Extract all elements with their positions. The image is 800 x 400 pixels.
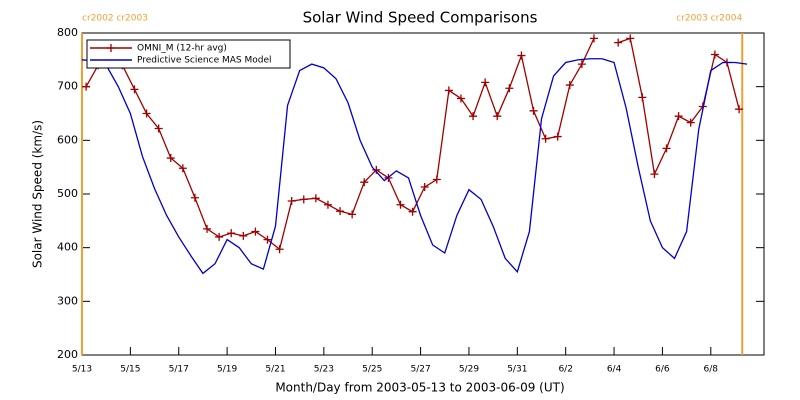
y-tick-label: 800 bbox=[57, 26, 78, 39]
data-marker bbox=[215, 232, 224, 241]
data-marker bbox=[311, 194, 320, 203]
data-marker bbox=[178, 164, 187, 173]
data-marker bbox=[614, 38, 623, 47]
data-marker bbox=[396, 200, 405, 209]
series-line bbox=[617, 37, 740, 177]
data-marker bbox=[323, 200, 332, 209]
y-tick-label: 200 bbox=[57, 348, 78, 361]
data-marker bbox=[239, 231, 248, 240]
y-axis-label: Solar Wind Speed (km/s) bbox=[31, 120, 45, 268]
x-tick-label: 5/31 bbox=[507, 365, 527, 375]
data-marker bbox=[735, 105, 744, 114]
data-marker bbox=[686, 118, 695, 127]
data-marker bbox=[203, 224, 212, 233]
data-marker bbox=[565, 81, 574, 90]
y-tick-label: 500 bbox=[57, 187, 78, 200]
data-marker bbox=[553, 132, 562, 141]
data-marker bbox=[541, 134, 550, 143]
data-marker bbox=[662, 144, 671, 153]
y-tick-label: 400 bbox=[57, 241, 78, 254]
series-line bbox=[85, 38, 595, 251]
data-marker bbox=[493, 112, 502, 121]
chart-title: Solar Wind Speed Comparisons bbox=[303, 9, 538, 27]
y-tick-label: 700 bbox=[57, 80, 78, 93]
data-marker bbox=[432, 175, 441, 184]
data-marker bbox=[626, 34, 635, 43]
data-marker bbox=[287, 196, 296, 205]
data-marker bbox=[190, 193, 199, 202]
data-marker bbox=[263, 235, 272, 244]
data-marker bbox=[348, 210, 357, 219]
x-tick-label: 5/13 bbox=[72, 365, 92, 375]
x-tick-label: 6/8 bbox=[704, 365, 719, 375]
x-tick-label: 6/4 bbox=[607, 365, 622, 375]
data-marker bbox=[420, 183, 429, 192]
x-tick-label: 5/17 bbox=[169, 365, 189, 375]
data-marker bbox=[130, 85, 139, 94]
data-marker bbox=[408, 207, 417, 216]
x-axis-label: Month/Day from 2003-05-13 to 2003-06-09 … bbox=[275, 381, 564, 395]
data-marker bbox=[589, 34, 598, 43]
data-marker bbox=[275, 245, 284, 254]
data-marker bbox=[638, 93, 647, 102]
legend-box bbox=[86, 39, 291, 69]
data-marker bbox=[517, 51, 526, 60]
x-tick-label: 6/6 bbox=[655, 365, 670, 375]
x-tick-label: 5/29 bbox=[459, 365, 479, 375]
legend-label: OMNI_M (12-hr avg) bbox=[137, 44, 227, 54]
legend-label: Predictive Science MAS Model bbox=[137, 56, 272, 66]
x-tick-label: 5/15 bbox=[120, 365, 140, 375]
x-tick-label: 5/23 bbox=[314, 365, 334, 375]
data-marker bbox=[227, 229, 236, 238]
data-marker bbox=[444, 86, 453, 95]
data-marker bbox=[505, 84, 514, 93]
data-marker bbox=[710, 50, 719, 59]
data-marker bbox=[166, 154, 175, 163]
data-marker bbox=[299, 195, 308, 204]
x-tick-label: 5/25 bbox=[362, 365, 382, 375]
data-marker bbox=[529, 106, 538, 115]
data-marker bbox=[456, 94, 465, 103]
x-tick-label: 5/27 bbox=[410, 365, 430, 375]
data-marker bbox=[481, 78, 490, 87]
data-marker bbox=[336, 207, 345, 216]
x-tick-label: 5/21 bbox=[265, 365, 285, 375]
plot-frame bbox=[81, 32, 765, 356]
legend-marker bbox=[107, 44, 115, 52]
series-line bbox=[81, 58, 748, 275]
data-marker bbox=[469, 112, 478, 121]
data-marker bbox=[82, 82, 91, 91]
data-marker bbox=[251, 227, 260, 236]
data-marker bbox=[154, 124, 163, 133]
data-marker bbox=[360, 178, 369, 187]
data-marker bbox=[674, 112, 683, 121]
data-marker bbox=[577, 60, 586, 69]
y-tick-label: 600 bbox=[57, 133, 78, 146]
x-tick-label: 5/19 bbox=[217, 365, 237, 375]
x-tick-label: 6/2 bbox=[558, 365, 572, 375]
carrington-label: cr2002 cr2003 bbox=[82, 14, 148, 24]
data-marker bbox=[142, 109, 151, 118]
y-tick-label: 300 bbox=[57, 294, 78, 307]
carrington-label: cr2003 cr2004 bbox=[676, 14, 742, 24]
data-marker bbox=[650, 170, 659, 179]
